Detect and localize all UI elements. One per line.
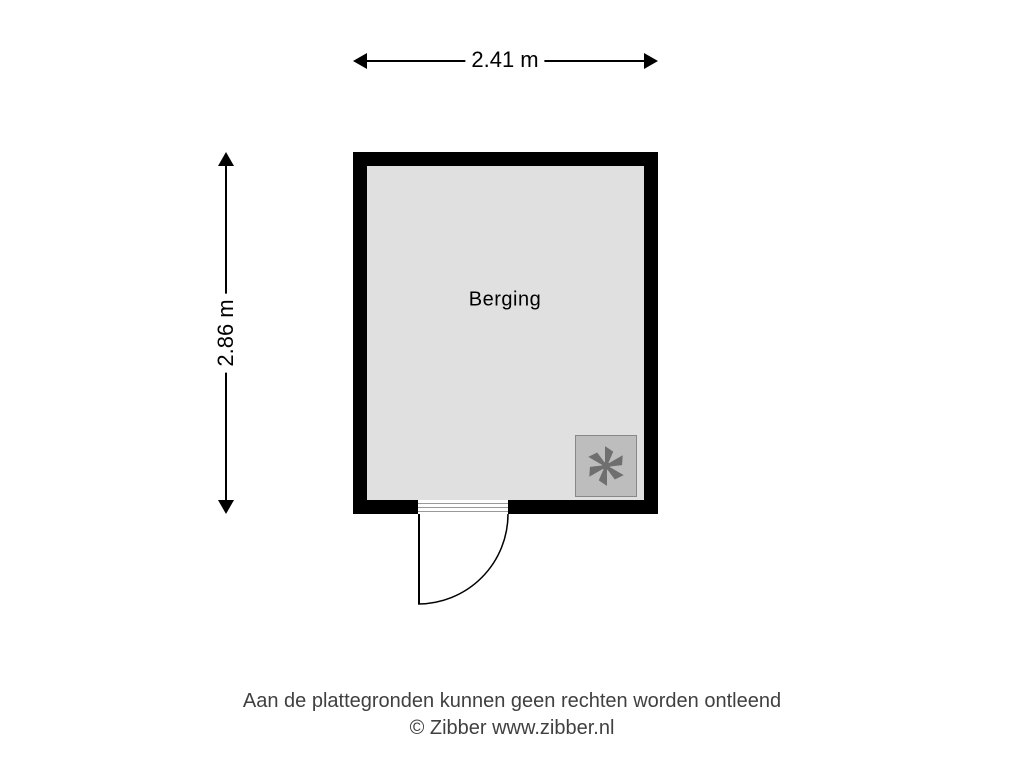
door-swing-arc	[418, 514, 510, 606]
door-threshold-3	[418, 511, 508, 512]
arrow-left-icon	[353, 53, 367, 69]
dimension-vertical-label: 2.86 m	[213, 293, 239, 372]
door-threshold-2	[418, 507, 508, 508]
footer-line-2: © Zibber www.zibber.nl	[0, 715, 1024, 742]
footer-line-1: Aan de plattegronden kunnen geen rechten…	[0, 688, 1024, 715]
fan-icon	[576, 436, 636, 496]
room-label: Berging	[405, 289, 605, 312]
footer-disclaimer: Aan de plattegronden kunnen geen rechten…	[0, 688, 1024, 742]
ventilation-fan	[575, 435, 637, 497]
arrow-down-icon	[218, 500, 234, 514]
floorplan-canvas: Berging	[0, 0, 1024, 768]
dimension-horizontal-label: 2.41 m	[465, 47, 544, 73]
arrow-right-icon	[644, 53, 658, 69]
door-threshold-1	[418, 503, 508, 504]
arrow-up-icon	[218, 152, 234, 166]
